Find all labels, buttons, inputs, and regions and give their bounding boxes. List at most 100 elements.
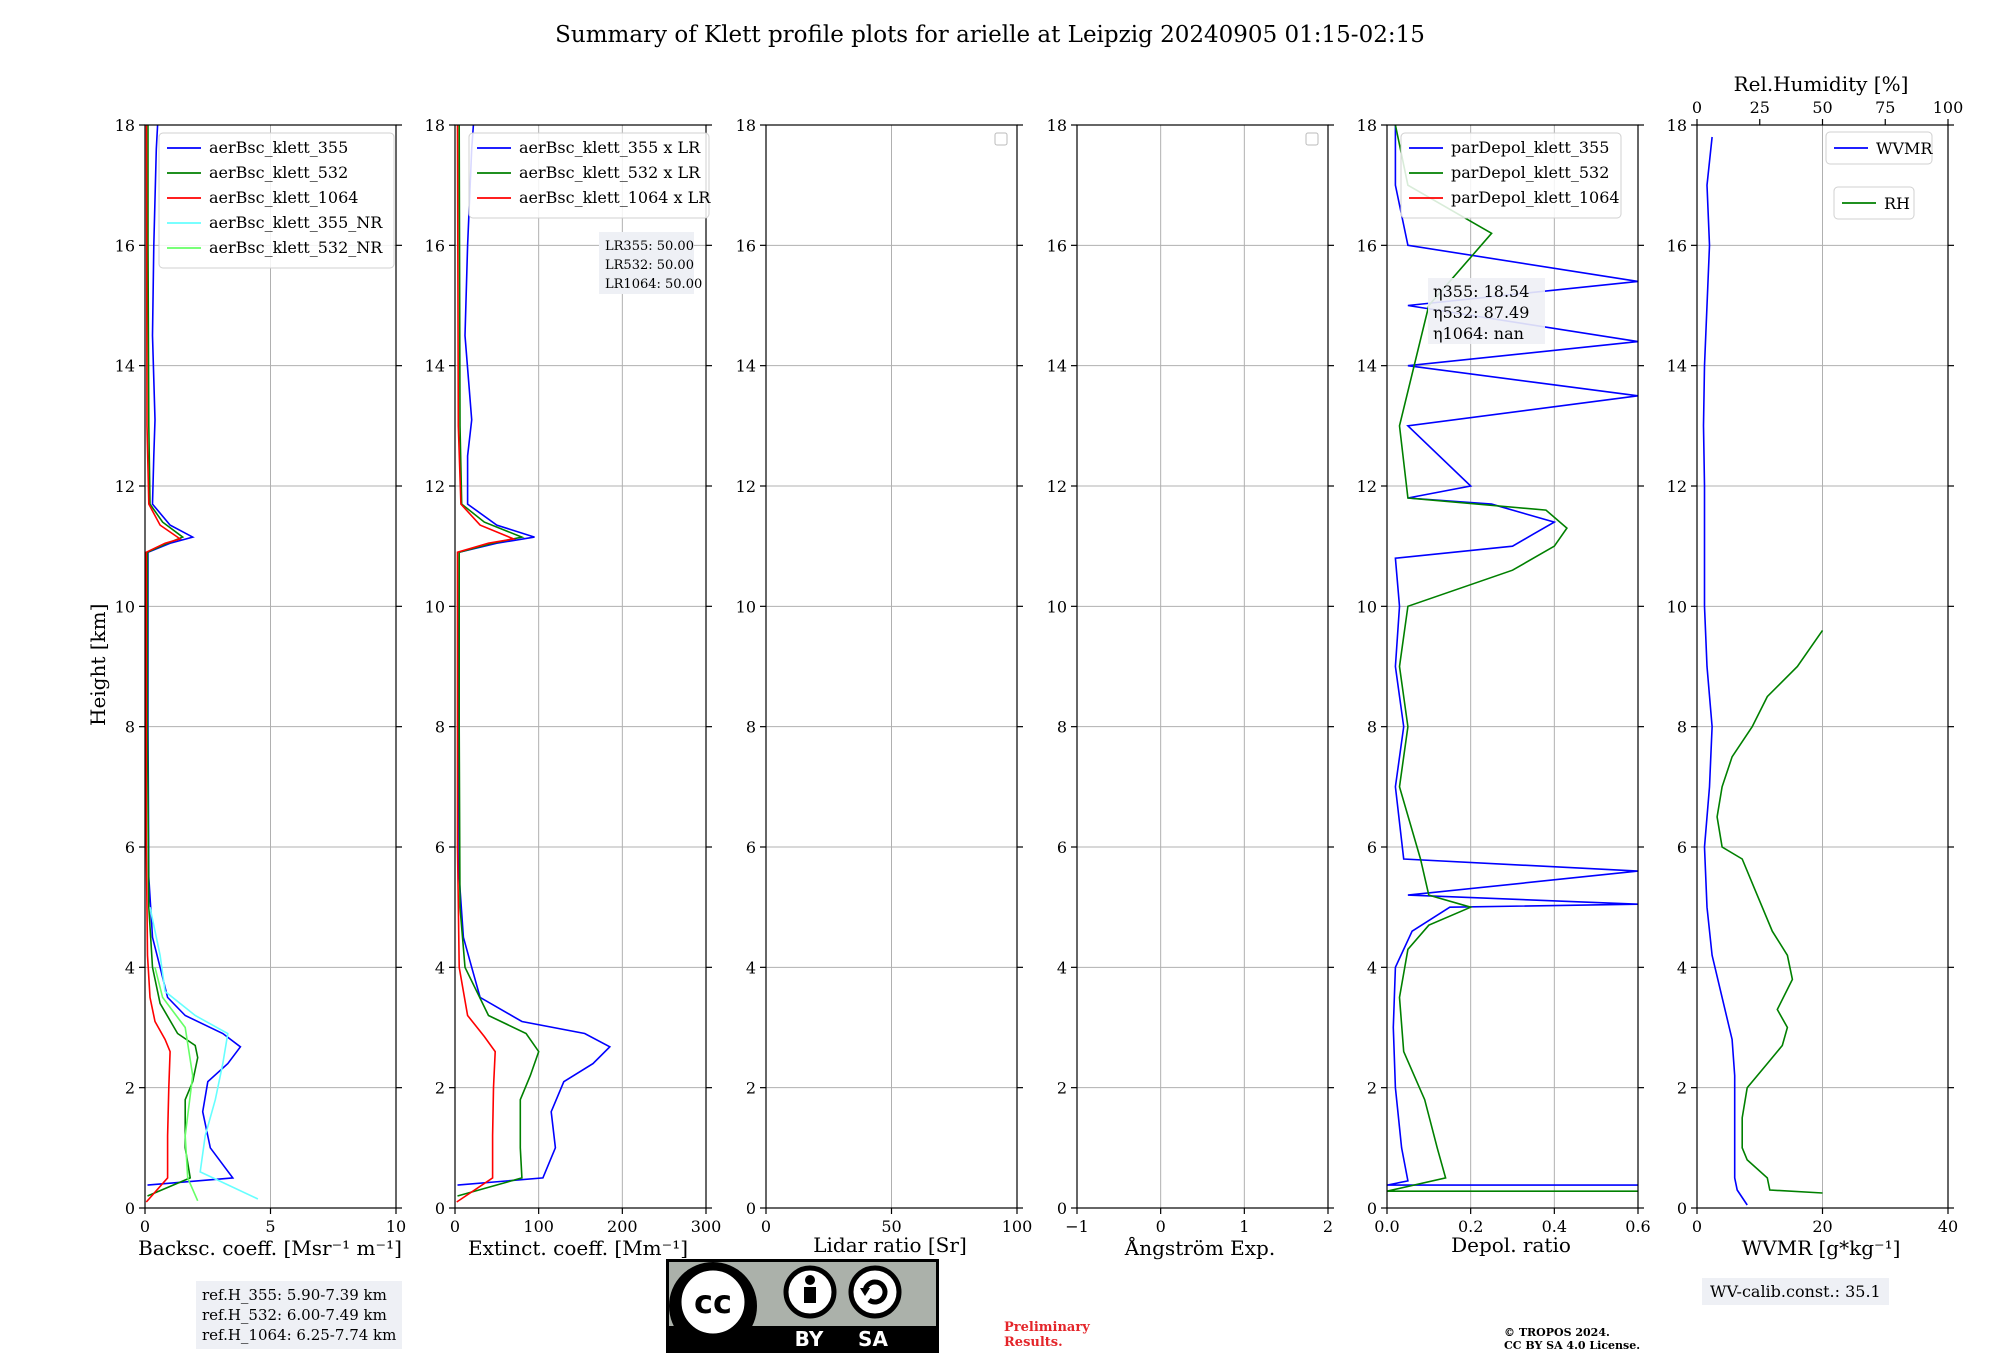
ref-height-532: ref.H_532: 6.00-7.49 km bbox=[202, 1306, 387, 1324]
y-tick-label: 6 bbox=[1677, 838, 1687, 857]
legend-box bbox=[1400, 132, 1622, 219]
x-tick-label: 0.2 bbox=[1458, 1217, 1483, 1236]
y-tick-label: 18 bbox=[115, 116, 135, 135]
series-WVMR bbox=[1702, 136, 1748, 1206]
preliminary-line-1: Preliminary bbox=[1004, 1320, 1090, 1335]
y-tick-label: 0 bbox=[125, 1199, 135, 1218]
x-tick-label: 40 bbox=[1938, 1217, 1958, 1236]
series-RH bbox=[1716, 629, 1824, 1194]
y-tick-label: 14 bbox=[736, 357, 756, 376]
x-tick-label: 0.6 bbox=[1625, 1217, 1650, 1236]
x-tick-label: 0 bbox=[761, 1217, 771, 1236]
y-tick-label: 12 bbox=[1357, 477, 1377, 496]
legend-box bbox=[158, 132, 395, 269]
panel-lr: 0 50 100 0 2 4 6 8 10 12 14 16 18 bbox=[736, 116, 1033, 1236]
y-tick-label: 6 bbox=[1057, 838, 1067, 857]
x-tick-label: 100 bbox=[1002, 1217, 1033, 1236]
xlabel-ae: Ångström Exp. bbox=[1124, 1236, 1276, 1260]
axes-frame bbox=[1076, 124, 1329, 1209]
y-tick-label: 12 bbox=[1667, 477, 1687, 496]
legend-label: parDepol_klett_1064 bbox=[1451, 188, 1620, 207]
x2-tick-label: 25 bbox=[1750, 98, 1770, 117]
x-tick-label: 0 bbox=[1156, 1217, 1166, 1236]
y-tick-label: 10 bbox=[115, 597, 135, 616]
x-tick-label: 10 bbox=[386, 1217, 406, 1236]
x2-tick-label: 50 bbox=[1812, 98, 1832, 117]
y-tick-label: 0 bbox=[1057, 1199, 1067, 1218]
reference-height-box: ref.H_355: 5.90-7.39 km ref.H_532: 6.00-… bbox=[196, 1281, 403, 1349]
x-tick-label: 200 bbox=[607, 1217, 638, 1236]
y-tick-label: 6 bbox=[1367, 838, 1377, 857]
legend-box bbox=[468, 132, 710, 219]
x-tick-label: 100 bbox=[523, 1217, 554, 1236]
x-tick-label: 0.4 bbox=[1542, 1217, 1567, 1236]
x-tick-label: 50 bbox=[881, 1217, 901, 1236]
x-tick-label: 0 bbox=[1692, 1217, 1702, 1236]
y-tick-label: 12 bbox=[115, 477, 135, 496]
y-tick-label: 16 bbox=[115, 236, 135, 255]
panel-dep: 0.0 0.2 0.4 0.6 0 2 4 6 8 10 12 14 16 18 parDepol_klet… bbox=[1357, 116, 1651, 1236]
y-tick-label: 16 bbox=[1047, 236, 1067, 255]
panel-ext: 0 100 200 300 0 2 4 6 8 10 12 14 16 18 aerBsc_klett_35… bbox=[425, 116, 722, 1236]
panel-bsc: 0 5 10 0 2 4 6 8 10 12 14 16 18 aerBsc_klett_355 aerBs… bbox=[115, 116, 407, 1236]
series-aerBsc_klett_532_NR bbox=[154, 967, 199, 1202]
preliminary-note: Preliminary Results. bbox=[1004, 1320, 1090, 1350]
y-tick-label: 2 bbox=[1057, 1079, 1067, 1098]
y-tick-label: 2 bbox=[1367, 1079, 1377, 1098]
y-tick-label: 0 bbox=[1677, 1199, 1687, 1218]
y-tick-label: 18 bbox=[1357, 116, 1377, 135]
x2label-rh: Rel.Humidity [%] bbox=[1733, 72, 1909, 96]
y-tick-label: 6 bbox=[435, 838, 445, 857]
series-parDepol_klett_532 bbox=[1386, 124, 1638, 1192]
svg-text:cc: cc bbox=[694, 1283, 732, 1321]
x-tick-label: −1 bbox=[1065, 1217, 1089, 1236]
xlabel-lr: Lidar ratio [Sr] bbox=[813, 1233, 967, 1257]
y-tick-label: 0 bbox=[746, 1199, 756, 1218]
y-tick-label: 6 bbox=[125, 838, 135, 857]
y-tick-label: 18 bbox=[736, 116, 756, 135]
preliminary-line-2: Results. bbox=[1004, 1335, 1063, 1350]
y-tick-label: 12 bbox=[736, 477, 756, 496]
y-tick-label: 16 bbox=[425, 236, 445, 255]
legend-label: aerBsc_klett_532 x LR bbox=[519, 163, 701, 182]
xlabel-bsc: Backsc. coeff. [Msr⁻¹ m⁻¹] bbox=[138, 1236, 402, 1260]
legend-label: aerBsc_klett_1064 x LR bbox=[519, 188, 711, 207]
legend-label: aerBsc_klett_355 bbox=[209, 138, 348, 157]
legend-label: parDepol_klett_355 bbox=[1451, 138, 1609, 157]
x2-tick-label: 0 bbox=[1692, 98, 1702, 117]
y-tick-label: 4 bbox=[1367, 958, 1377, 977]
x2-tick-label: 100 bbox=[1933, 98, 1964, 117]
y-tick-label: 8 bbox=[435, 718, 445, 737]
eta-info-text: η355: 18.54 bbox=[1433, 282, 1529, 301]
cc-by-text: BY bbox=[795, 1327, 824, 1351]
y-tick-label: 10 bbox=[736, 597, 756, 616]
legend-label: aerBsc_klett_355_NR bbox=[209, 213, 383, 232]
x-tick-label: 20 bbox=[1812, 1217, 1832, 1236]
ref-height-1064: ref.H_1064: 6.25-7.74 km bbox=[202, 1326, 397, 1344]
xlabel-dep: Depol. ratio bbox=[1451, 1233, 1571, 1257]
y-tick-label: 4 bbox=[1057, 958, 1067, 977]
y-tick-label: 14 bbox=[425, 357, 445, 376]
y-tick-label: 16 bbox=[736, 236, 756, 255]
legend-label: WVMR bbox=[1876, 139, 1933, 158]
xlabel-wv: WVMR [g*kg⁻¹] bbox=[1741, 1236, 1901, 1260]
x-tick-label: 0 bbox=[140, 1217, 150, 1236]
x-tick-label: 1 bbox=[1239, 1217, 1249, 1236]
y-tick-label: 10 bbox=[1667, 597, 1687, 616]
x-tick-label: 2 bbox=[1323, 1217, 1333, 1236]
x-tick-label: 0.0 bbox=[1374, 1217, 1399, 1236]
lr-info-text: LR1064: 50.00 bbox=[605, 277, 702, 292]
ref-height-355: ref.H_355: 5.90-7.39 km bbox=[202, 1286, 387, 1304]
legend-label: RH bbox=[1884, 194, 1910, 213]
legend-box bbox=[1825, 131, 1933, 165]
legend-label: aerBsc_klett_532_NR bbox=[209, 238, 383, 257]
series-aerBsc_klett_355_NR bbox=[149, 907, 259, 1200]
lr-info-box bbox=[599, 232, 694, 294]
y-tick-label: 14 bbox=[1047, 357, 1067, 376]
wv-calibration-box: WV-calib.const.: 35.1 bbox=[1702, 1278, 1889, 1305]
copyright-line-1: © TROPOS 2024. bbox=[1504, 1326, 1610, 1339]
empty-legend-box bbox=[1305, 132, 1319, 146]
lr-info-text: LR532: 50.00 bbox=[605, 258, 694, 273]
y-tick-label: 10 bbox=[1047, 597, 1067, 616]
